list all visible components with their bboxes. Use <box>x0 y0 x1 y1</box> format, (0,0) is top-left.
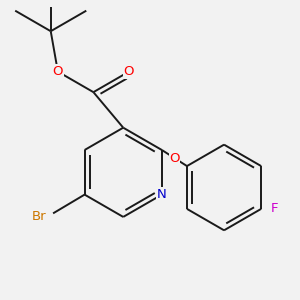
Text: O: O <box>124 65 134 78</box>
Text: F: F <box>271 202 278 215</box>
Text: Br: Br <box>32 210 46 224</box>
Text: O: O <box>52 65 63 78</box>
Text: N: N <box>157 188 167 201</box>
Text: O: O <box>169 152 180 164</box>
